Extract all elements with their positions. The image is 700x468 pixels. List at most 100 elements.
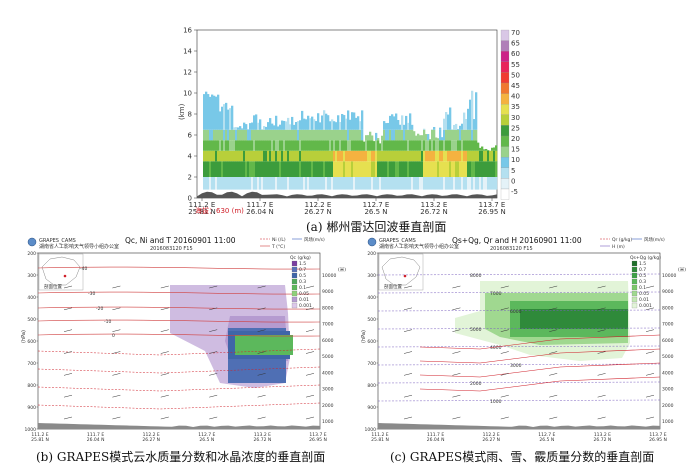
- radar-echo-cell: [287, 177, 290, 190]
- grapes-b-fields: -40 -30 -20 -10 0: [37, 266, 321, 429]
- radar-echo-cell: [291, 150, 294, 162]
- radar-echo-cell: [321, 140, 324, 151]
- radar-echo-cell: [461, 129, 464, 141]
- wind-arrow: [597, 351, 606, 354]
- radar-echo-cell: [327, 140, 330, 151]
- radar-echo-cell: [313, 161, 316, 177]
- radar-echo-cell: [439, 129, 442, 141]
- radar-echo-cell: [303, 118, 306, 130]
- radar-echo-cell: [397, 150, 400, 162]
- radar-echo-cell: [223, 150, 226, 162]
- grapes-x-tick-lon: 112.7 E: [538, 432, 555, 438]
- legend-h: H (m): [612, 244, 625, 250]
- radar-echo-cell: [249, 161, 252, 177]
- radar-echo-cell: [449, 161, 452, 177]
- radar-echo-cell: [359, 177, 362, 190]
- radar-echo-cell: [367, 135, 370, 141]
- radar-echo-cell: [253, 140, 256, 151]
- grapes-x-tick-lat: 26.72 N: [254, 437, 272, 443]
- radar-echo-cell: [273, 150, 276, 162]
- radar-echo-cell: [413, 140, 416, 151]
- radar-echo-cell: [261, 161, 264, 177]
- radar-echo-cell: [399, 140, 402, 151]
- grapes-x-tick-lon: 111.2 E: [371, 432, 388, 438]
- wind-arrow: [645, 351, 655, 354]
- radar-echo-cell: [329, 121, 332, 130]
- radar-echo-cell: [275, 129, 278, 141]
- radar-echo-cell: [461, 177, 464, 190]
- radar-echo-cell: [407, 140, 410, 151]
- radar-echo-cell: [449, 150, 452, 162]
- radar-echo-cell: [229, 177, 232, 190]
- radar-echo-cell: [281, 177, 284, 190]
- radar-echo-cell: [409, 140, 412, 151]
- colorbar-swatch: [631, 272, 638, 279]
- radar-echo-cell: [353, 112, 356, 130]
- radar-echo-cell: [475, 161, 478, 177]
- radar-echo-cell: [253, 129, 256, 141]
- radar-echo-cell: [323, 129, 326, 141]
- wind-arrow: [112, 416, 121, 420]
- radar-echo-cell: [225, 161, 228, 177]
- colorbar-label: 0.05: [299, 291, 309, 297]
- radar-echo-cell: [261, 150, 264, 162]
- radar-echo-cell: [471, 177, 474, 190]
- radar-echo-cell: [257, 177, 260, 190]
- radar-echo-cell: [405, 129, 408, 141]
- height-tick-label: 4000: [662, 370, 674, 376]
- radar-echo-cell: [413, 177, 416, 190]
- isotherm-label: -20: [96, 306, 103, 312]
- radar-echo-cell: [465, 129, 468, 141]
- radar-echo-cell: [315, 121, 318, 130]
- radar-echo-cell: [253, 150, 256, 162]
- radar-cross-section-panel: 0 2 4 6 8 10 12 14 16 111.2 E 25.81 N 111.7 E 26.04…: [175, 10, 530, 230]
- radar-echo-cell: [305, 161, 308, 177]
- radar-echo-cell: [431, 140, 434, 151]
- radar-echo-cell: [381, 150, 384, 162]
- grapes-c-y-unit: (hPa): [361, 330, 367, 343]
- wind-arrow: [403, 351, 413, 354]
- radar-echo-cell: [291, 140, 294, 151]
- height-tick-label: 8000: [662, 305, 674, 311]
- radar-echo-cell: [253, 177, 256, 190]
- radar-echo-cell: [303, 150, 306, 162]
- wind-arrow: [160, 285, 169, 289]
- radar-echo-cell: [449, 140, 452, 151]
- radar-echo-cell: [277, 126, 280, 130]
- colorbar-title: Qc (g/kg): [290, 255, 311, 261]
- radar-echo-cell: [297, 140, 300, 151]
- radar-echo-cell: [345, 161, 348, 177]
- radar-echo-cell: [211, 140, 214, 151]
- radar-echo-cell: [449, 177, 452, 190]
- radar-echo-cell: [405, 115, 408, 130]
- radar-echo-cell: [343, 150, 346, 162]
- radar-echo-cell: [437, 177, 440, 190]
- radar-echo-cell: [473, 161, 476, 177]
- radar-echo-cell: [361, 161, 364, 177]
- radar-echo-cell: [429, 177, 432, 190]
- radar-echo-cell: [365, 161, 368, 177]
- grapes-x-tick-lat: 26.95 N: [649, 437, 667, 443]
- radar-echo-cell: [301, 177, 304, 190]
- radar-echo-cell: [233, 161, 236, 177]
- radar-echo-cell: [227, 161, 230, 177]
- radar-echo-cell: [427, 150, 430, 162]
- radar-echo-cell: [259, 150, 262, 162]
- radar-echo-cell: [263, 129, 266, 141]
- height-contour-label: 5000: [470, 327, 482, 333]
- radar-echo-cell: [313, 119, 316, 130]
- radar-echo-cell: [405, 150, 408, 162]
- radar-echo-cell: [285, 140, 288, 151]
- radar-echo-cell: [413, 161, 416, 177]
- radar-echo-cell: [321, 129, 324, 141]
- radar-echo-cell: [337, 140, 340, 151]
- radar-echo-cell: [355, 161, 358, 177]
- radar-echo-cell: [323, 110, 326, 130]
- radar-echo-cell: [475, 150, 478, 162]
- radar-echo-cell: [443, 140, 446, 151]
- radar-echo-cell: [483, 161, 486, 177]
- radar-echo-cell: [393, 150, 396, 162]
- wind-arrow: [597, 307, 606, 311]
- wind-arrow: [549, 285, 558, 289]
- radar-echo-cell: [467, 129, 470, 141]
